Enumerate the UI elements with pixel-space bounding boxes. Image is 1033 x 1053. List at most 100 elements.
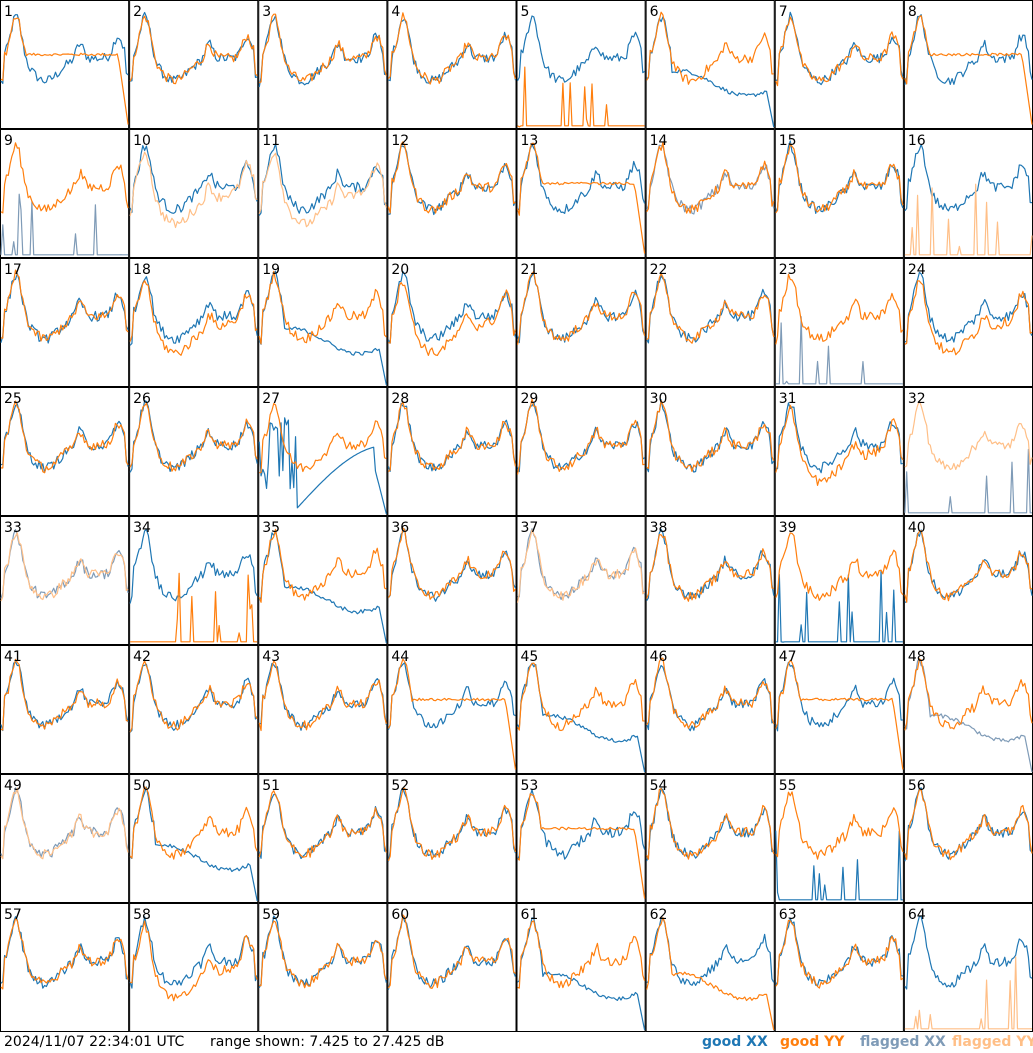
legend-flagged-yy: flagged YY (952, 1034, 1033, 1050)
panel-label: 49 (4, 778, 22, 794)
series-yy-line (516, 662, 645, 732)
panel-label: 34 (133, 520, 151, 536)
panel-20: 20 (387, 258, 517, 387)
panel-60: 60 (387, 903, 517, 1032)
panel-label: 26 (133, 391, 151, 407)
panel-43: 43 (258, 645, 388, 774)
range-text: range shown: 7.425 to 27.425 dB (210, 1034, 445, 1050)
series-xx-line (129, 916, 258, 989)
series-yy-line (387, 914, 516, 989)
panel-label: 43 (262, 649, 280, 665)
panel-label: 25 (4, 391, 22, 407)
panel-51: 51 (258, 774, 388, 903)
panel-frame (903, 129, 1033, 258)
panel-frame (258, 129, 388, 258)
series-yy-line (904, 15, 1033, 125)
panel-17: 17 (0, 258, 130, 387)
series-yy-line (129, 151, 258, 229)
series-xx-line (904, 143, 1033, 212)
panel-38: 38 (645, 516, 775, 645)
panel-frame (387, 645, 517, 774)
panel-4: 4 (387, 0, 517, 129)
panel-label: 14 (650, 133, 668, 149)
series-yy-line (258, 790, 387, 858)
panel-label: 64 (908, 907, 926, 923)
panel-46: 46 (645, 645, 775, 774)
panel-6: 6 (645, 0, 775, 129)
panel-27: 27 (258, 387, 388, 516)
panel-label: 36 (391, 520, 409, 536)
panel-label: 46 (650, 649, 668, 665)
panel-label: 28 (391, 391, 409, 407)
panel-label: 53 (521, 778, 539, 794)
panel-7: 7 (774, 0, 904, 129)
panel-frame (774, 645, 904, 774)
series-yy-line (904, 400, 1033, 471)
series-yy-line (904, 530, 1033, 603)
panel-label: 6 (650, 4, 659, 20)
series-yy-line (259, 920, 387, 989)
panel-54: 54 (645, 774, 775, 903)
panel-label: 27 (262, 391, 280, 407)
series-yy-line (258, 270, 387, 345)
series-yy-line (129, 920, 258, 1002)
series-yy-line (775, 919, 904, 989)
panel-label: 20 (391, 262, 409, 278)
panel-label: 22 (650, 262, 668, 278)
panel-label: 41 (4, 649, 22, 665)
panel-53: 53 (516, 774, 646, 903)
panel-21: 21 (516, 258, 646, 387)
series-xx-line (387, 402, 517, 472)
panel-label: 12 (391, 133, 409, 149)
panel-10: 10 (129, 129, 259, 258)
series-yy-line (259, 13, 387, 84)
series-yy-line (0, 532, 129, 602)
panel-label: 23 (779, 262, 797, 278)
series-xx-line (775, 316, 903, 385)
panel-frame (129, 387, 259, 516)
series-xx-line (258, 417, 387, 515)
panel-label: 1 (4, 4, 13, 20)
series-yy-line (646, 788, 775, 860)
legend-good-yy: good YY (780, 1034, 845, 1050)
panel-frame (258, 774, 388, 903)
panel-32: 32 (903, 387, 1033, 516)
panel-frame (0, 645, 130, 774)
series-yy-line (775, 16, 904, 87)
series-yy-line (517, 793, 646, 899)
panel-24: 24 (903, 258, 1033, 387)
series-yy-line (904, 789, 1033, 861)
panel-label: 10 (133, 133, 151, 149)
panel-label: 17 (4, 262, 22, 278)
series-yy-line (259, 403, 387, 474)
series-yy-line (904, 658, 1033, 731)
panel-label: 62 (650, 907, 668, 923)
panel-label: 54 (650, 778, 668, 794)
series-xx-line (129, 663, 258, 733)
series-yy-line (516, 529, 646, 603)
panel-label: 30 (650, 391, 668, 407)
panel-label: 52 (391, 778, 409, 794)
panel-63: 63 (774, 903, 904, 1032)
series-yy-line (258, 152, 387, 228)
panel-label: 2 (133, 4, 142, 20)
panel-label: 33 (4, 520, 22, 536)
series-yy-line (516, 398, 645, 475)
series-yy-line (904, 280, 1033, 356)
series-yy-line (516, 142, 646, 254)
series-yy-line (129, 280, 258, 356)
series-xx-line (775, 830, 903, 901)
series-yy-line (387, 787, 517, 862)
panel-frame (0, 258, 130, 387)
panel-42: 42 (129, 645, 259, 774)
panel-frame (774, 387, 904, 516)
panel-frame (516, 258, 646, 387)
panel-label: 48 (908, 649, 926, 665)
series-yy-line (775, 143, 904, 214)
series-yy-line (0, 918, 129, 990)
series-xx-line (775, 402, 903, 474)
panel-49: 49 (0, 774, 130, 903)
panel-frame (387, 903, 517, 1032)
series-yy-line (387, 401, 517, 473)
series-yy-line (516, 270, 646, 345)
